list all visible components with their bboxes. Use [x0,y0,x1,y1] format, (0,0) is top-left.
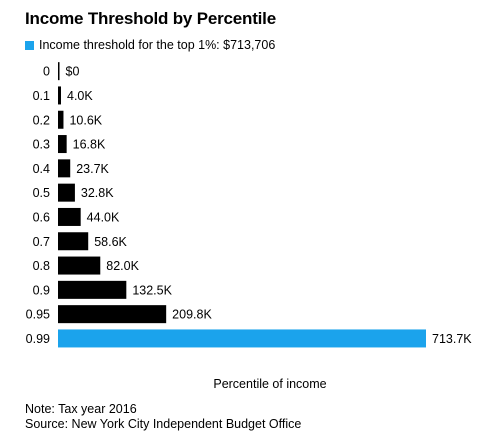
legend: Income threshold for the top 1%: $713,70… [25,38,275,52]
data-label: 16.8K [73,138,106,152]
bar [58,62,60,81]
bar-highlight [58,329,426,348]
bar [58,232,89,251]
bar [58,110,64,129]
data-label: 23.7K [76,162,109,176]
data-label: 713.7K [432,332,472,346]
data-label: 132.5K [132,283,172,297]
y-tick-label: 0.95 [26,308,50,322]
bar [58,86,61,105]
bar [58,183,75,202]
y-tick-label: 0.2 [33,113,50,127]
bar [58,135,67,154]
data-label: 32.8K [81,186,114,200]
data-label: 58.6K [94,235,127,249]
y-tick-label: 0.5 [33,186,50,200]
data-label: 44.0K [87,210,120,224]
y-tick-label: 0.6 [33,210,50,224]
note-text: Note: Tax year 2016 [25,402,137,416]
legend-swatch [25,40,34,50]
y-tick-label: 0.4 [33,162,50,176]
y-tick-label: 0.3 [33,138,50,152]
legend-label: Income threshold for the top 1%: $713,70… [39,38,276,52]
data-label: 209.8K [172,308,212,322]
y-tick-label: 0.7 [33,235,50,249]
y-tick-label: 0.99 [26,332,50,346]
bar [58,159,71,178]
y-tick-label: 0.1 [33,89,50,103]
x-axis-label: Percentile of income [213,377,327,391]
y-tick-label: 0 [43,65,50,79]
data-label: 4.0K [67,89,93,103]
footer: Note: Tax year 2016 Source: New York Cit… [25,402,301,432]
source-text: Source: New York City Independent Budget… [25,417,302,431]
chart-title: Income Threshold by Percentile [25,9,276,28]
bar [58,256,101,275]
y-tick-label: 0.8 [33,259,50,273]
data-label: $0 [66,65,80,79]
bar [58,305,167,324]
bar [58,280,127,299]
data-label: 10.6K [69,113,102,127]
bar [58,207,81,226]
data-label: 82.0K [106,259,139,273]
y-tick-label: 0.9 [33,283,50,297]
